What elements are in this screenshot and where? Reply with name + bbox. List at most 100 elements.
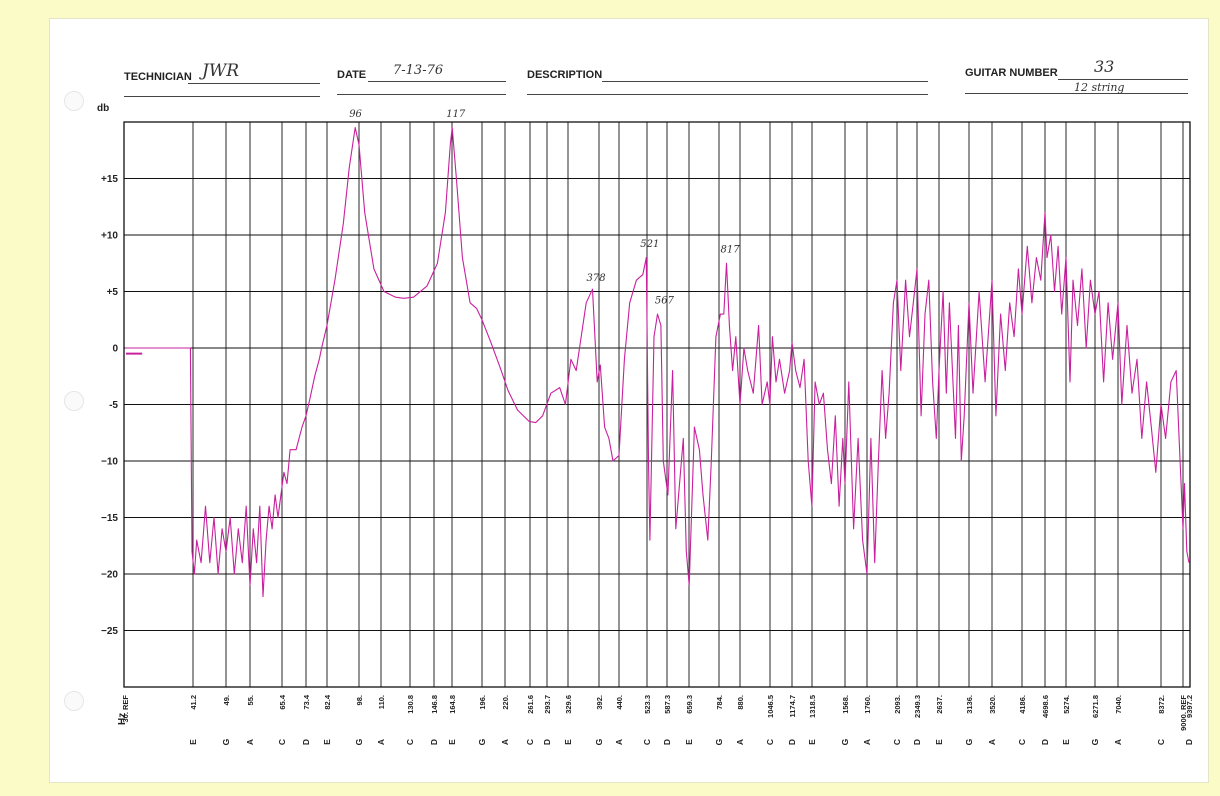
guitar-number-value: 33 [1094,57,1115,76]
x-tick-note-label: D [1040,739,1050,745]
x-tick-note-label: C [1156,739,1166,745]
x-tick-note-label: G [714,738,724,745]
description-label: DESCRIPTION [527,69,603,81]
x-tick-note-label: E [934,739,944,745]
peak-annotation: 117 [446,109,466,120]
x-tick-note-label: G [221,738,231,745]
description-rule [602,81,928,82]
x-tick-note-label: A [376,739,386,745]
x-tick-freq-label: 130.8 [406,695,415,714]
x-tick-note-label: E [447,739,457,745]
x-tick-freq-label: 392. [595,695,604,710]
x-tick-freq-label: 8372. [1157,695,1166,714]
x-tick-note-label: E [1061,739,1071,745]
x-tick-note-label: D [429,739,439,745]
peak-annotation: 378 [586,273,605,284]
x-tick-freq-label: 440. [615,695,624,710]
x-tick-note-label: A [245,739,255,745]
x-tick-freq-label: 196. [478,695,487,710]
x-tick-freq-label: 2637. [935,695,944,714]
x-tick-freq-label: 4698.6 [1041,695,1050,718]
x-tick-freq-label: 41.2 [189,695,198,710]
y-tick-label: +5 [107,287,119,298]
x-tick-note-label: E [322,739,332,745]
technician-value: JWR [202,61,240,81]
x-tick-note-label: G [1090,738,1100,745]
x-tick-note-label: D [912,739,922,745]
x-tick-freq-label: 5274. [1062,695,1071,714]
x-tick-freq-label: 4186. [1018,695,1027,714]
date-rule-lower [337,94,506,95]
x-tick-note-label: A [735,739,745,745]
x-tick-freq-label: 1046.5 [766,695,775,718]
x-tick-note-label: G [477,738,487,745]
x-tick-freq-label: 49. [222,695,231,705]
x-tick-note-label: D [787,739,797,745]
chart-grid [123,121,1191,688]
x-tick-note-label: C [765,739,775,745]
y-axis-title: db [97,103,109,114]
x-tick-freq-label: 1760. [863,695,872,714]
technician-label: TECHNICIAN [124,71,192,83]
x-tick-note-label: G [354,738,364,745]
frequency-response-chart: +15 +10 +5 0 -5 −10 −15 −20 −25 30. REF 41.2 E 49. G… [97,103,1194,745]
x-tick-freq-label: 82.4 [323,694,332,709]
x-tick-note-label: A [862,739,872,745]
x-tick-freq-label: 659.3 [685,695,694,714]
description-rule-lower [527,94,928,95]
x-tick-note-label: D [301,739,311,745]
x-tick-freq-label: 1174.7 [788,695,797,718]
x-tick-freq-label: 110. [377,695,386,709]
x-tick-freq-label: 65.4 [278,694,287,709]
y-tick-label: −15 [101,513,118,524]
x-tick-freq-label: 880. [736,695,745,710]
x-tick-freq-label: 30. REF [121,695,130,723]
x-tick-freq-label: 2349.3 [913,695,922,718]
x-tick-note-label: G [594,738,604,745]
x-tick-freq-label: 3136. [965,695,974,714]
date-label: DATE [337,69,367,81]
x-tick-freq-label: 9397.2 [1185,695,1194,718]
x-axis-title: Hz [117,713,128,725]
peak-annotation: 817 [720,245,740,256]
y-tick-label: −25 [101,626,118,637]
x-tick-freq-label: 1318.5 [808,695,817,718]
y-tick-label: 0 [112,344,118,355]
x-tick-note-label: C [525,739,535,745]
x-tick-note-label: A [614,739,624,745]
x-tick-note-label: C [642,739,652,745]
guitar-number-label: GUITAR NUMBER [965,67,1058,79]
x-axis-labels: 30. REF 41.2 E 49. G 55. A 65.4 C 73.4 D 82.4 E 98. G 1… [121,694,1194,745]
technician-rule [188,83,320,84]
x-tick-note-label: A [500,739,510,745]
punch-hole-top [64,91,84,111]
x-tick-freq-label: 784. [715,695,724,710]
x-tick-note-label: C [277,739,287,745]
x-tick-freq-label: 3520. [988,695,997,714]
response-trace [125,127,1190,598]
punch-hole-bottom [64,691,84,711]
date-rule [368,81,506,82]
x-tick-note-label: C [405,739,415,745]
x-tick-note-label: A [1113,739,1123,745]
technician-rule-lower [124,96,320,97]
y-tick-label: −10 [101,457,118,468]
punch-hole-middle [64,391,84,411]
x-tick-freq-label: 6271.8 [1091,695,1100,718]
x-tick-note-label: G [964,738,974,745]
x-tick-freq-label: 7040. [1114,695,1123,714]
guitar-number-rule [1058,79,1188,80]
x-tick-note-label: D [662,739,672,745]
x-tick-freq-label: 587.3 [663,695,672,714]
x-tick-note-label: D [1184,739,1194,745]
x-tick-note-label: E [188,739,198,745]
x-tick-note-label: A [987,739,997,745]
x-tick-freq-label: 220. [501,695,510,710]
x-tick-note-label: C [1017,739,1027,745]
x-tick-freq-label: 523.3 [643,695,652,714]
guitar-note: 12 string [1074,81,1125,94]
x-tick-note-label: D [542,739,552,745]
x-tick-freq-label: 55. [246,695,255,705]
x-tick-note-label: C [892,739,902,745]
chart-annotations: 96 117 378 521 567 817 [349,109,740,306]
